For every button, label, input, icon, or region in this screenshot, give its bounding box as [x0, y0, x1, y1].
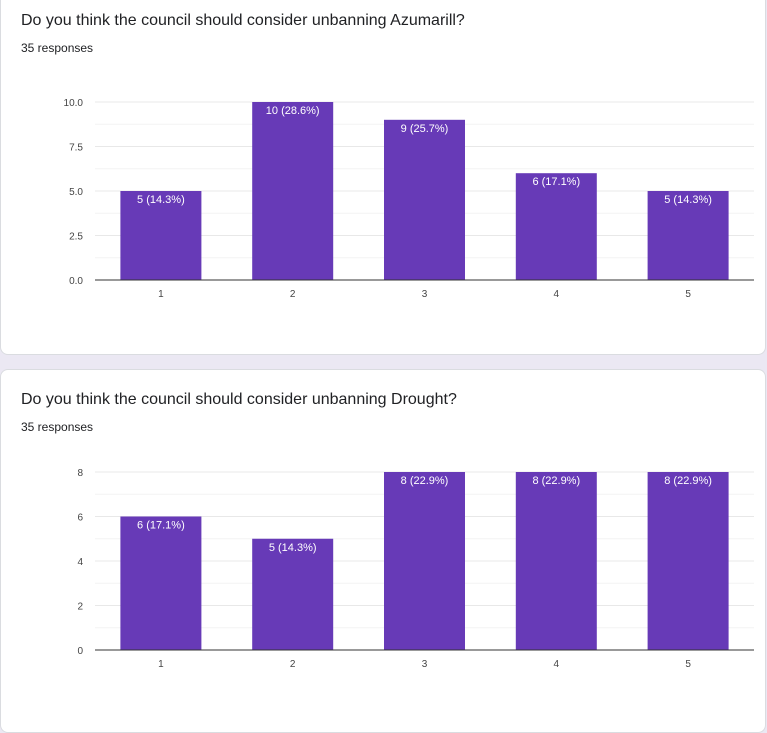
x-tick-label: 5 — [685, 289, 691, 300]
x-tick-label: 3 — [422, 659, 428, 670]
question-title: Do you think the council should consider… — [21, 391, 457, 408]
y-tick-label: 0.0 — [69, 276, 83, 287]
bar-data-label: 6 (17.1%) — [137, 520, 185, 532]
response-count: 35 responses — [21, 420, 94, 434]
y-tick-label: 2.5 — [69, 232, 83, 243]
y-tick-label: 10.0 — [64, 98, 84, 109]
response-count: 35 responses — [21, 41, 94, 55]
x-tick-label: 4 — [554, 659, 560, 670]
y-tick-label: 7.5 — [69, 143, 83, 154]
bar-data-label: 9 (25.7%) — [401, 123, 449, 135]
question-card-azumarill: Do you think the council should consider… — [0, 0, 766, 355]
bar — [252, 102, 334, 280]
bar — [384, 472, 465, 650]
y-tick-label: 2 — [77, 602, 83, 613]
question-title: Do you think the council should consider… — [21, 12, 465, 29]
bar — [647, 191, 729, 280]
x-tick-label: 2 — [290, 289, 296, 300]
bar-data-label: 8 (22.9%) — [401, 475, 449, 487]
x-tick-label: 3 — [422, 289, 428, 300]
bar-data-label: 5 (14.3%) — [269, 542, 317, 554]
bar — [120, 191, 202, 280]
bar — [252, 538, 334, 650]
x-tick-label: 5 — [685, 659, 691, 670]
x-tick-label: 4 — [554, 289, 560, 300]
bar — [515, 173, 597, 280]
y-tick-label: 5.0 — [69, 187, 83, 198]
bar — [120, 516, 202, 650]
x-tick-label: 1 — [158, 659, 164, 670]
y-tick-label: 0 — [77, 646, 83, 657]
bar-data-label: 8 (22.9%) — [664, 475, 712, 487]
x-tick-label: 2 — [290, 659, 296, 670]
bar-data-label: 8 (22.9%) — [532, 475, 580, 487]
bar-data-label: 6 (17.1%) — [532, 176, 580, 188]
bar-data-label: 5 (14.3%) — [664, 194, 712, 206]
x-tick-label: 1 — [158, 289, 164, 300]
bar — [647, 472, 729, 650]
bar-data-label: 5 (14.3%) — [137, 194, 185, 206]
y-tick-label: 6 — [77, 513, 83, 524]
y-tick-label: 8 — [77, 468, 83, 479]
bar-data-label: 10 (28.6%) — [266, 105, 320, 117]
bar — [515, 472, 597, 650]
y-tick-label: 4 — [77, 557, 83, 568]
bar — [384, 119, 465, 280]
